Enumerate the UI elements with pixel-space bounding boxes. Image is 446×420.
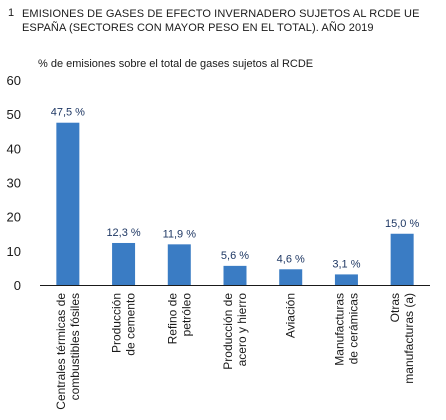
category-label: Producción deacero y hierro [221,293,249,370]
bar [167,244,191,285]
bar [112,242,136,285]
category-label: Refino depetróleo [165,293,193,345]
chart-title: EMISIONES DE GASES DE EFECTO INVERNADERO… [22,8,420,34]
category-label-line: Refino de [165,293,179,345]
category-label-line: Manufacturas [332,293,346,366]
y-tick-label: 30 [7,176,21,191]
bar [56,122,80,285]
bar [279,269,303,285]
category-label-line: Producción [110,293,124,353]
category-label-line: Aviación [284,293,298,338]
data-label: 4,6 % [277,253,305,265]
category-label: Aviación [284,293,298,338]
bar [334,274,358,285]
category-label: Centrales térmicas decombustibles fósile… [54,293,82,410]
y-tick-label: 50 [7,107,21,122]
y-tick-label: 40 [7,141,21,156]
category-label-line: Producción de [221,293,235,370]
data-label: 12,3 % [106,227,140,239]
bar [390,233,414,285]
category-label-line: Centrales térmicas de [54,293,68,410]
y-tick-label: 0 [14,278,21,293]
category-label-line: combustibles fósiles [68,293,82,400]
data-label: 5,6 % [221,250,249,262]
y-tick-label: 20 [7,210,21,225]
category-label-line: manufacturas (a) [402,293,416,384]
category-label-line: de cerámicas [346,293,360,364]
data-label: 15,0 % [385,218,419,230]
category-label-line: de cemento [124,293,138,356]
y-tick-label: 60 [7,73,21,88]
bar [223,265,247,285]
data-label: 3,1 % [332,258,360,270]
category-label-line: acero y hierro [235,293,249,367]
y-tick-label: 10 [7,244,21,259]
category-label: Manufacturasde cerámicas [332,293,360,366]
y-axis-title: % de emisiones sobre el total de gases s… [38,58,314,70]
category-label: Otrasmanufacturas (a) [388,293,416,384]
figure-number: 1 [8,7,15,19]
data-label: 11,9 % [163,228,197,240]
category-label-line: petróleo [179,293,193,337]
category-label: Producciónde cemento [110,293,138,356]
data-label: 47,5 % [51,107,85,119]
category-label-line: Otras [388,293,402,322]
